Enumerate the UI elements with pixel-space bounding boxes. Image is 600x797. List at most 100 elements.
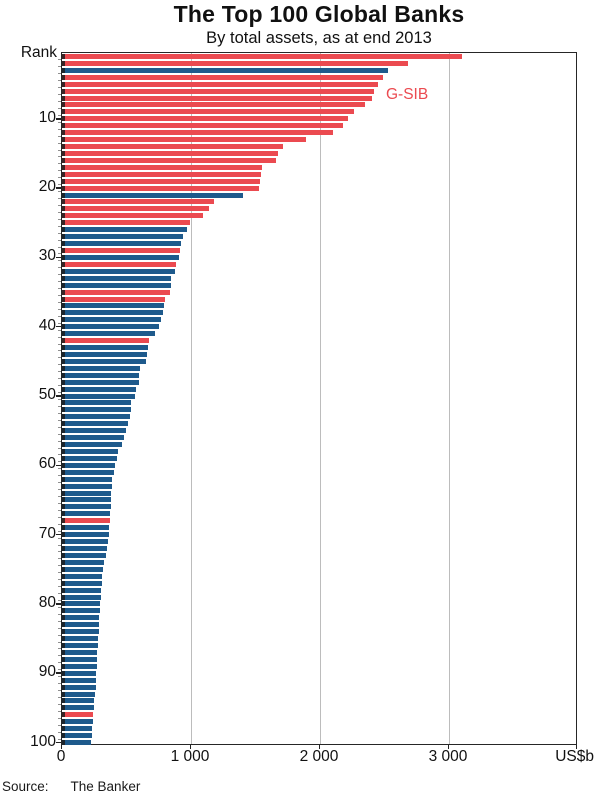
rank-tick-major (56, 256, 61, 259)
rank-tick-minor (58, 87, 61, 89)
rank-tick-inner (62, 573, 65, 579)
gsib-bank-bar-rank-96 (62, 712, 94, 718)
gsib-bank-bar-rank-18 (62, 171, 261, 177)
rank-tick-inner (62, 733, 65, 739)
source-value: The Banker (70, 779, 141, 794)
rank-tick-inner (62, 483, 65, 489)
rank-tick-inner (62, 643, 65, 648)
y-tick-label-90: 90 (38, 663, 56, 681)
bank-bar-rank-72 (62, 545, 108, 551)
bank-bar-rank-48 (62, 379, 139, 385)
rank-tick-minor (58, 482, 61, 484)
rank-tick-minor (58, 509, 61, 511)
rank-tick-inner (62, 116, 65, 122)
rank-tick-inner (62, 393, 65, 399)
bank-bar-rank-60 (62, 462, 115, 468)
rank-tick-minor (58, 121, 61, 123)
bank-bar-rank-99 (62, 733, 92, 739)
gsib-bank-bar-rank-14 (62, 144, 283, 150)
rank-tick-minor (58, 392, 61, 394)
bank-bar-rank-88 (62, 656, 97, 662)
rank-tick-major (56, 672, 61, 674)
rank-tick-minor (58, 551, 61, 553)
gsib-bank-bar-rank-16 (62, 157, 277, 163)
rank-tick-inner (62, 185, 65, 191)
rank-tick-inner (62, 442, 65, 448)
bank-bar-rank-43 (62, 345, 149, 351)
rank-tick-minor (58, 454, 61, 456)
rank-tick-minor (58, 669, 61, 671)
x-tick-label-2000: 2 000 (299, 748, 339, 765)
rank-tick-minor (58, 703, 61, 705)
y-tick-label-80: 80 (38, 593, 56, 611)
rank-tick-minor (58, 620, 61, 622)
bank-bar-rank-65 (62, 497, 111, 503)
gsib-bank-bar-rank-9 (62, 109, 354, 115)
bank-bar-rank-46 (62, 365, 141, 371)
bank-bar-rank-52 (62, 407, 131, 413)
rank-tick-inner (62, 400, 65, 406)
bank-bar-rank-57 (62, 442, 122, 448)
gridline-2000 (319, 53, 321, 744)
bank-bar-rank-26 (62, 227, 188, 233)
rank-tick-inner (62, 462, 65, 468)
rank-tick-inner (62, 587, 65, 593)
rank-tick-minor (58, 288, 61, 290)
bank-bar-rank-64 (62, 490, 112, 496)
gridline-3000 (448, 53, 450, 744)
rank-tick-minor (58, 738, 61, 740)
rank-tick-inner (62, 358, 65, 364)
y-tick-label-20: 20 (38, 178, 56, 196)
rank-tick-minor (58, 440, 61, 442)
rank-tick-minor (58, 274, 61, 276)
rank-tick-minor (58, 232, 61, 234)
bank-bar-rank-76 (62, 573, 103, 579)
rank-tick-inner (62, 428, 65, 434)
rank-tick-minor (58, 412, 61, 414)
rank-tick-minor (58, 225, 61, 227)
rank-tick-inner (62, 144, 65, 150)
rank-tick-inner (62, 164, 65, 170)
rank-tick-inner (62, 317, 65, 323)
rank-tick-minor (58, 690, 61, 692)
rank-tick-minor (58, 385, 61, 387)
rank-tick-minor (58, 260, 61, 262)
bank-bar-rank-41 (62, 331, 156, 337)
rank-tick-minor (58, 101, 61, 102)
rank-tick-minor (58, 350, 61, 352)
bank-bar-rank-89 (62, 663, 97, 669)
rank-tick-inner (62, 497, 65, 503)
bank-bar-rank-39 (62, 317, 161, 323)
rank-tick-inner (62, 192, 65, 198)
rank-tick-inner (62, 705, 65, 711)
rank-tick-minor (58, 468, 61, 470)
rank-tick-inner (62, 150, 65, 156)
rank-tick-inner (62, 435, 65, 441)
y-tick-label-60: 60 (38, 455, 56, 473)
gsib-bank-bar-rank-36 (62, 296, 166, 302)
rank-tick-inner (62, 74, 65, 80)
rank-tick-minor (58, 184, 61, 186)
bank-bar-rank-91 (62, 677, 96, 683)
rank-tick-minor (58, 80, 61, 82)
x-tick-mark (318, 745, 320, 749)
rank-tick-inner (62, 539, 65, 545)
rank-tick-minor (58, 613, 61, 615)
rank-tick-inner (62, 518, 65, 524)
rank-tick-inner (62, 636, 65, 642)
rank-tick-inner (62, 566, 65, 572)
rank-tick-inner (62, 719, 65, 725)
bank-bar-rank-83 (62, 622, 99, 628)
rank-tick-inner (62, 594, 65, 600)
bank-bar-rank-59 (62, 455, 117, 461)
rank-tick-minor (58, 426, 61, 428)
rank-tick-minor (58, 156, 61, 158)
rank-tick-inner (62, 178, 65, 184)
rank-tick-inner (62, 372, 65, 378)
bank-bar-rank-33 (62, 275, 172, 281)
bank-bar-rank-56 (62, 435, 125, 441)
bank-bar-rank-49 (62, 386, 137, 392)
rank-tick-inner (62, 303, 65, 309)
rank-tick-minor (58, 94, 61, 96)
gsib-bank-bar-rank-1 (62, 53, 462, 59)
